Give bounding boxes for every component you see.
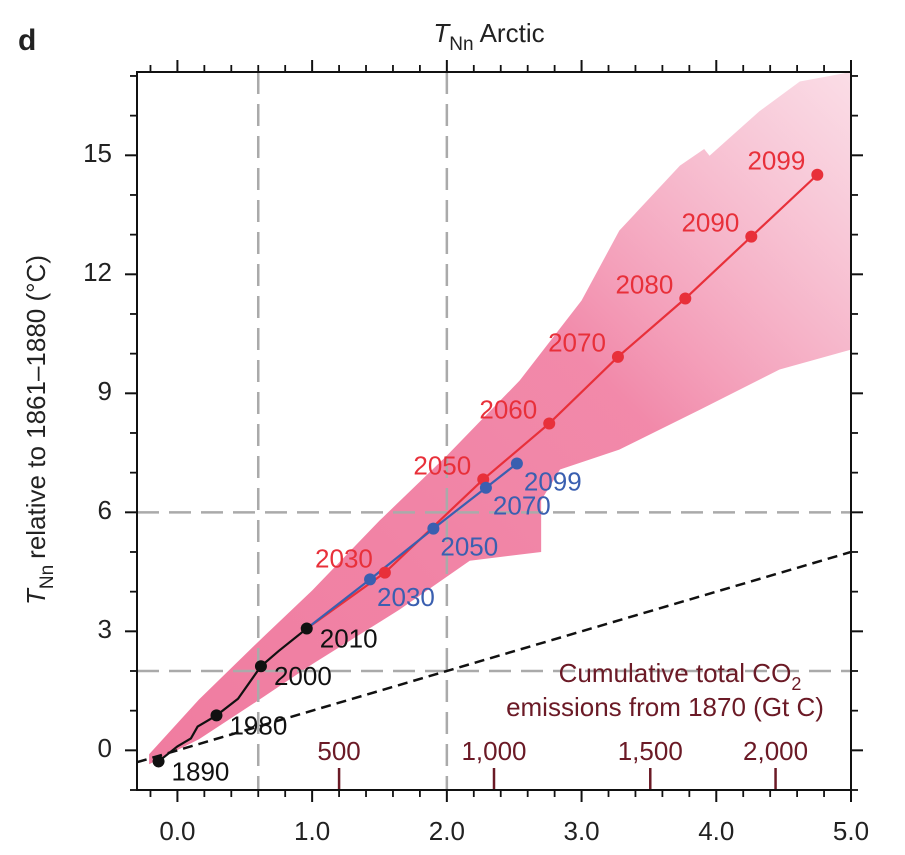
- point-label: 2099: [524, 466, 582, 496]
- chart-title: TNn Arctic: [433, 18, 544, 55]
- title-subscript: Nn: [449, 34, 473, 55]
- co2-label-subscript: 2: [791, 674, 801, 694]
- point-label: 2070: [548, 328, 606, 358]
- y-tick-label: 9: [98, 376, 112, 406]
- plot-area: [137, 72, 851, 790]
- point-label: 2030: [377, 582, 435, 612]
- point-label: 2050: [413, 450, 471, 480]
- data-point: [300, 622, 313, 635]
- data-point: [210, 709, 223, 722]
- envelope: [149, 72, 851, 765]
- point-label: 2050: [440, 531, 498, 561]
- y-label-text: relative to 1861–1880 (°C): [21, 255, 51, 559]
- point-label: 2099: [747, 146, 805, 176]
- point-label: 2000: [274, 661, 332, 691]
- title-symbol: T: [433, 18, 451, 48]
- x-tick-label: 3.0: [563, 816, 599, 846]
- point-label: 1890: [172, 756, 230, 786]
- data-point: [611, 350, 624, 363]
- co2-tick-label: 2,000: [743, 736, 808, 766]
- co2-line: [137, 550, 851, 764]
- data-point: [679, 292, 692, 305]
- data-point: [378, 566, 391, 579]
- point-label: 2060: [479, 394, 537, 424]
- title-text: Arctic: [480, 18, 545, 48]
- data-point: [427, 522, 440, 535]
- point-label: 1980: [229, 710, 287, 740]
- co2-label-text: Cumulative total CO: [559, 658, 792, 688]
- x-tick-label: 0.0: [159, 816, 195, 846]
- x-tick-label: 4.0: [698, 816, 734, 846]
- co2-tick-label: 1,000: [461, 736, 526, 766]
- y-tick-label: 6: [98, 495, 112, 525]
- point-label: 2070: [493, 491, 551, 521]
- data-point: [152, 755, 165, 768]
- data-point: [543, 417, 556, 430]
- x-tick-label: 5.0: [833, 816, 869, 846]
- y-tick-label: 0: [98, 733, 112, 763]
- data-point: [254, 660, 267, 673]
- y-tick-label: 12: [83, 257, 112, 287]
- point-label: 2080: [615, 269, 673, 299]
- frame: [136, 71, 852, 791]
- y-label-symbol: T: [21, 587, 51, 605]
- data-point: [479, 481, 492, 494]
- point-label: 2010: [320, 623, 378, 653]
- x-tick-label: 2.0: [429, 816, 465, 846]
- co2-tick-label: 1,500: [618, 736, 683, 766]
- point-label: 2030: [315, 543, 373, 573]
- data-point: [811, 168, 824, 181]
- y-label-subscript: Nn: [37, 565, 58, 589]
- overlay: 500 1,000 1,500 2,000 Cumulative total CO2em…: [83, 60, 869, 846]
- data-point: [510, 457, 523, 470]
- co2-axis-label: Cumulative total CO2: [559, 658, 802, 694]
- series-line: [306, 173, 819, 630]
- co2-tick-label: 500: [317, 736, 360, 766]
- y-tick-label: 3: [98, 614, 112, 644]
- co2-axis-label: emissions from 1870 (Gt C): [506, 692, 824, 722]
- data-point: [745, 230, 758, 243]
- panel-label: d: [18, 24, 36, 57]
- y-tick-label: 15: [83, 138, 112, 168]
- point-label: 2090: [681, 207, 739, 237]
- data-point: [364, 573, 377, 586]
- y-axis-label: TNn relative to 1861–1880 (°C): [21, 255, 58, 605]
- x-tick-label: 1.0: [294, 816, 330, 846]
